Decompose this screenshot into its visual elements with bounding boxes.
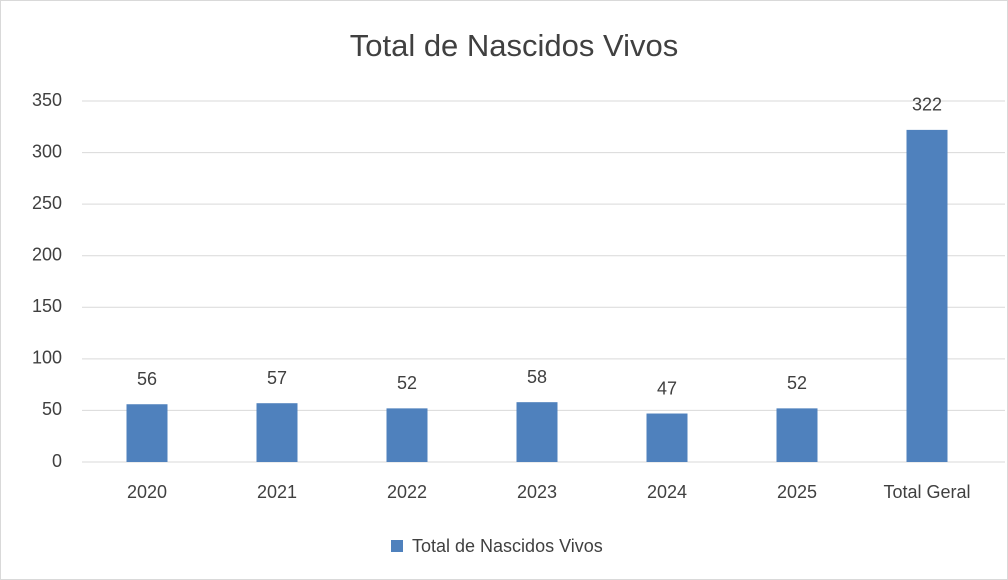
y-tick-label: 300 — [32, 141, 62, 161]
chart-title: Total de Nascidos Vivos — [350, 28, 679, 63]
x-tick-label: 2024 — [647, 482, 687, 502]
y-tick-label: 100 — [32, 348, 62, 368]
data-label: 52 — [397, 373, 417, 393]
bar — [646, 413, 688, 462]
bar — [906, 129, 948, 462]
x-tick-label: 2025 — [777, 482, 817, 502]
data-label: 52 — [787, 373, 807, 393]
x-tick-label: Total Geral — [883, 482, 970, 502]
x-tick-label: 2023 — [517, 482, 557, 502]
x-tick-label: 2020 — [127, 482, 167, 502]
legend-swatch — [391, 540, 403, 552]
data-label: 57 — [267, 368, 287, 388]
bar — [256, 403, 298, 462]
y-tick-label: 350 — [32, 90, 62, 110]
legend-label: Total de Nascidos Vivos — [412, 536, 603, 556]
y-tick-label: 0 — [52, 451, 62, 471]
y-tick-label: 250 — [32, 193, 62, 213]
bar — [386, 408, 428, 462]
data-label: 58 — [527, 367, 547, 387]
bar — [126, 404, 168, 462]
x-tick-label: 2022 — [387, 482, 427, 502]
y-tick-label: 200 — [32, 244, 62, 264]
data-label: 47 — [657, 378, 677, 398]
bar — [516, 402, 558, 462]
x-tick-label: 2021 — [257, 482, 297, 502]
y-tick-label: 150 — [32, 296, 62, 316]
bar — [776, 408, 818, 462]
data-label: 322 — [912, 95, 942, 115]
y-tick-label: 50 — [42, 399, 62, 419]
data-label: 56 — [137, 369, 157, 389]
